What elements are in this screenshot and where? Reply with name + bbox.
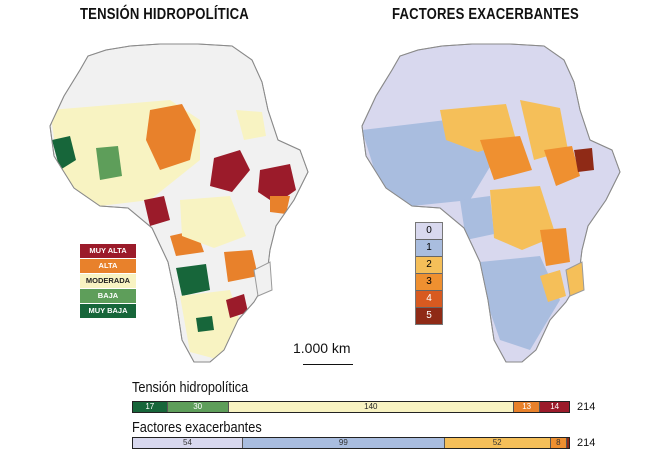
scale-label: 1.000 km [293, 340, 351, 356]
factors-total: 214 [577, 437, 596, 449]
tension-segment-4: 14 [540, 402, 569, 412]
legend-muy-alta: MUY ALTA [80, 244, 136, 259]
legend-factor-3: 3 [416, 274, 442, 291]
tension-legend: MUY ALTA ALTA MODERADA BAJA MUY BAJA [80, 244, 136, 319]
tension-segment-1: 30 [167, 402, 229, 412]
factors-segment-1: 99 [243, 438, 445, 448]
factors-stacked-bar: 54 99 52 8 [132, 437, 570, 449]
factors-legend: 0 1 2 3 4 5 [415, 222, 443, 325]
tension-segment-2: 140 [228, 402, 514, 412]
tension-segment-0: 17 [133, 402, 168, 412]
map-factors [361, 43, 621, 363]
map-title-tension: TENSIÓN HIDROPOLÍTICA [80, 6, 249, 23]
legend-factor-0: 0 [416, 223, 442, 240]
factors-segment-2: 52 [444, 438, 551, 448]
tension-stacked-bar: 17 30 140 13 14 [132, 401, 570, 413]
legend-factor-2: 2 [416, 257, 442, 274]
factors-segment-0: 54 [133, 438, 244, 448]
legend-muy-baja: MUY BAJA [80, 304, 136, 319]
legend-moderada: MODERADA [80, 274, 136, 289]
tension-bar-title: Tensión hidropolítica [132, 379, 249, 396]
tension-segment-3: 13 [513, 402, 541, 412]
legend-baja: BAJA [80, 289, 136, 304]
scale-bar [303, 364, 353, 365]
legend-factor-1: 1 [416, 240, 442, 257]
tension-total: 214 [577, 401, 596, 413]
factors-bar-title: Factores exacerbantes [132, 419, 262, 436]
legend-alta: ALTA [80, 259, 136, 274]
factors-segment-3: 8 [550, 438, 567, 448]
factors-segment-4 [566, 438, 569, 448]
legend-factor-5: 5 [416, 308, 442, 324]
map-tension [49, 43, 309, 363]
map-title-factors: FACTORES EXACERBANTES [392, 6, 579, 23]
legend-factor-4: 4 [416, 291, 442, 308]
